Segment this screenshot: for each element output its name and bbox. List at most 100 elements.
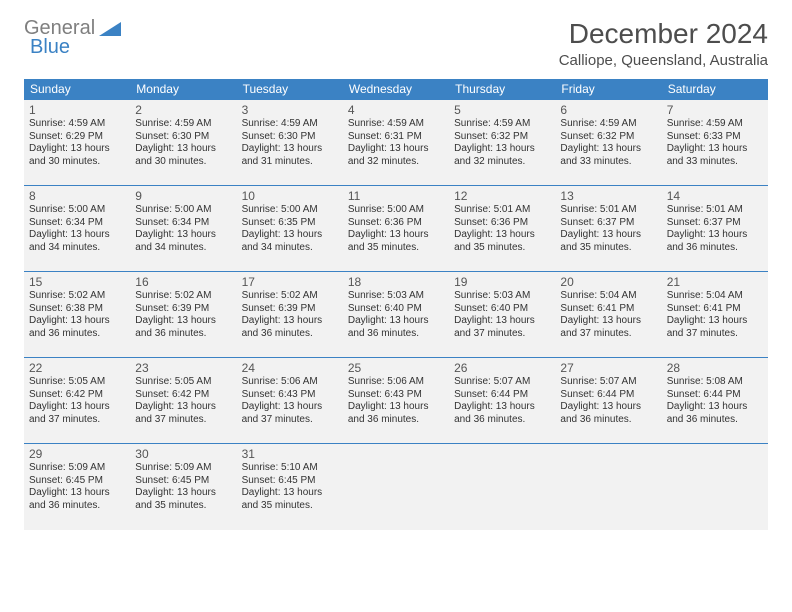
sunrise-line: Sunrise: 5:01 AM — [667, 204, 763, 217]
daylight-line: Daylight: 13 hours and 37 minutes. — [242, 401, 338, 426]
day-details: Sunrise: 5:10 AMSunset: 6:45 PMDaylight:… — [242, 462, 338, 512]
day-number: 7 — [667, 103, 763, 117]
day-number: 9 — [135, 189, 231, 203]
day-number: 2 — [135, 103, 231, 117]
sunrise-line: Sunrise: 5:03 AM — [454, 290, 550, 303]
day-number: 27 — [560, 361, 656, 375]
day-number: 17 — [242, 275, 338, 289]
sunrise-line: Sunrise: 5:05 AM — [135, 376, 231, 389]
logo-triangle-icon — [99, 20, 123, 43]
day-number: 10 — [242, 189, 338, 203]
sunset-line: Sunset: 6:44 PM — [560, 389, 656, 402]
daylight-line: Daylight: 13 hours and 37 minutes. — [560, 315, 656, 340]
day-number: 23 — [135, 361, 231, 375]
sunset-line: Sunset: 6:30 PM — [242, 131, 338, 144]
day-header: Monday — [130, 79, 236, 100]
day-number: 1 — [29, 103, 125, 117]
calendar-cell: 13Sunrise: 5:01 AMSunset: 6:37 PMDayligh… — [555, 186, 661, 272]
day-details: Sunrise: 5:04 AMSunset: 6:41 PMDaylight:… — [560, 290, 656, 340]
calendar-cell: 29Sunrise: 5:09 AMSunset: 6:45 PMDayligh… — [24, 444, 130, 530]
day-details: Sunrise: 5:02 AMSunset: 6:39 PMDaylight:… — [242, 290, 338, 340]
daylight-line: Daylight: 13 hours and 33 minutes. — [667, 143, 763, 168]
sunset-line: Sunset: 6:35 PM — [242, 217, 338, 230]
calendar-row: 22Sunrise: 5:05 AMSunset: 6:42 PMDayligh… — [24, 358, 768, 444]
day-header: Wednesday — [343, 79, 449, 100]
day-details: Sunrise: 4:59 AMSunset: 6:33 PMDaylight:… — [667, 118, 763, 168]
day-details: Sunrise: 5:01 AMSunset: 6:37 PMDaylight:… — [560, 204, 656, 254]
daylight-line: Daylight: 13 hours and 36 minutes. — [348, 315, 444, 340]
sunrise-line: Sunrise: 5:00 AM — [29, 204, 125, 217]
sunset-line: Sunset: 6:37 PM — [560, 217, 656, 230]
sunrise-line: Sunrise: 5:00 AM — [135, 204, 231, 217]
sunrise-line: Sunrise: 5:07 AM — [454, 376, 550, 389]
day-number: 31 — [242, 447, 338, 461]
calendar-cell: 6Sunrise: 4:59 AMSunset: 6:32 PMDaylight… — [555, 100, 661, 186]
sunrise-line: Sunrise: 5:00 AM — [348, 204, 444, 217]
daylight-line: Daylight: 13 hours and 30 minutes. — [29, 143, 125, 168]
day-number: 24 — [242, 361, 338, 375]
day-number: 6 — [560, 103, 656, 117]
sunset-line: Sunset: 6:31 PM — [348, 131, 444, 144]
calendar-cell: 1Sunrise: 4:59 AMSunset: 6:29 PMDaylight… — [24, 100, 130, 186]
calendar-cell: 11Sunrise: 5:00 AMSunset: 6:36 PMDayligh… — [343, 186, 449, 272]
day-header: Thursday — [449, 79, 555, 100]
day-header: Tuesday — [237, 79, 343, 100]
daylight-line: Daylight: 13 hours and 37 minutes. — [667, 315, 763, 340]
day-details: Sunrise: 5:06 AMSunset: 6:43 PMDaylight:… — [242, 376, 338, 426]
calendar-cell: 22Sunrise: 5:05 AMSunset: 6:42 PMDayligh… — [24, 358, 130, 444]
calendar-table: SundayMondayTuesdayWednesdayThursdayFrid… — [24, 79, 768, 530]
daylight-line: Daylight: 13 hours and 35 minutes. — [348, 229, 444, 254]
location-subtitle: Calliope, Queensland, Australia — [559, 52, 768, 69]
calendar-cell: 25Sunrise: 5:06 AMSunset: 6:43 PMDayligh… — [343, 358, 449, 444]
calendar-row: 29Sunrise: 5:09 AMSunset: 6:45 PMDayligh… — [24, 444, 768, 530]
calendar-cell: 9Sunrise: 5:00 AMSunset: 6:34 PMDaylight… — [130, 186, 236, 272]
sunrise-line: Sunrise: 5:08 AM — [667, 376, 763, 389]
calendar-cell: 10Sunrise: 5:00 AMSunset: 6:35 PMDayligh… — [237, 186, 343, 272]
sunrise-line: Sunrise: 5:01 AM — [560, 204, 656, 217]
day-number: 16 — [135, 275, 231, 289]
day-number: 11 — [348, 189, 444, 203]
calendar-cell: 28Sunrise: 5:08 AMSunset: 6:44 PMDayligh… — [662, 358, 768, 444]
day-details: Sunrise: 4:59 AMSunset: 6:30 PMDaylight:… — [135, 118, 231, 168]
calendar-cell: 19Sunrise: 5:03 AMSunset: 6:40 PMDayligh… — [449, 272, 555, 358]
daylight-line: Daylight: 13 hours and 35 minutes. — [560, 229, 656, 254]
sunset-line: Sunset: 6:36 PM — [348, 217, 444, 230]
logo-line2: Blue — [30, 37, 95, 58]
day-details: Sunrise: 5:00 AMSunset: 6:36 PMDaylight:… — [348, 204, 444, 254]
day-details: Sunrise: 5:00 AMSunset: 6:34 PMDaylight:… — [135, 204, 231, 254]
sunset-line: Sunset: 6:44 PM — [667, 389, 763, 402]
calendar-row: 15Sunrise: 5:02 AMSunset: 6:38 PMDayligh… — [24, 272, 768, 358]
daylight-line: Daylight: 13 hours and 30 minutes. — [135, 143, 231, 168]
day-number: 13 — [560, 189, 656, 203]
daylight-line: Daylight: 13 hours and 34 minutes. — [135, 229, 231, 254]
day-details: Sunrise: 5:00 AMSunset: 6:35 PMDaylight:… — [242, 204, 338, 254]
sunset-line: Sunset: 6:36 PM — [454, 217, 550, 230]
month-title: December 2024 — [559, 18, 768, 50]
sunset-line: Sunset: 6:32 PM — [560, 131, 656, 144]
logo: General Blue — [24, 18, 123, 58]
calendar-cell — [343, 444, 449, 530]
day-number: 21 — [667, 275, 763, 289]
sunset-line: Sunset: 6:32 PM — [454, 131, 550, 144]
calendar-cell: 4Sunrise: 4:59 AMSunset: 6:31 PMDaylight… — [343, 100, 449, 186]
sunset-line: Sunset: 6:43 PM — [348, 389, 444, 402]
day-number: 12 — [454, 189, 550, 203]
daylight-line: Daylight: 13 hours and 34 minutes. — [29, 229, 125, 254]
daylight-line: Daylight: 13 hours and 36 minutes. — [667, 229, 763, 254]
calendar-cell: 17Sunrise: 5:02 AMSunset: 6:39 PMDayligh… — [237, 272, 343, 358]
day-number: 3 — [242, 103, 338, 117]
sunrise-line: Sunrise: 5:02 AM — [242, 290, 338, 303]
day-number: 15 — [29, 275, 125, 289]
sunset-line: Sunset: 6:40 PM — [348, 303, 444, 316]
day-number: 19 — [454, 275, 550, 289]
day-details: Sunrise: 5:03 AMSunset: 6:40 PMDaylight:… — [454, 290, 550, 340]
daylight-line: Daylight: 13 hours and 31 minutes. — [242, 143, 338, 168]
daylight-line: Daylight: 13 hours and 36 minutes. — [667, 401, 763, 426]
day-number: 26 — [454, 361, 550, 375]
sunrise-line: Sunrise: 5:05 AM — [29, 376, 125, 389]
sunrise-line: Sunrise: 5:02 AM — [135, 290, 231, 303]
day-details: Sunrise: 4:59 AMSunset: 6:31 PMDaylight:… — [348, 118, 444, 168]
day-details: Sunrise: 5:01 AMSunset: 6:36 PMDaylight:… — [454, 204, 550, 254]
calendar-cell: 21Sunrise: 5:04 AMSunset: 6:41 PMDayligh… — [662, 272, 768, 358]
calendar-cell: 5Sunrise: 4:59 AMSunset: 6:32 PMDaylight… — [449, 100, 555, 186]
